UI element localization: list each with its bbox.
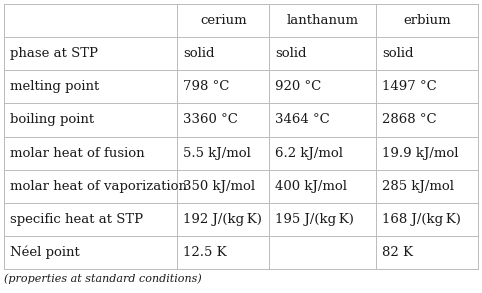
Text: 168 J/(kg K): 168 J/(kg K) (382, 213, 461, 226)
Text: 82 K: 82 K (382, 246, 413, 259)
Text: molar heat of vaporization: molar heat of vaporization (10, 180, 187, 193)
Text: 192 J/(kg K): 192 J/(kg K) (183, 213, 262, 226)
Text: 285 kJ/mol: 285 kJ/mol (382, 180, 454, 193)
Text: 6.2 kJ/mol: 6.2 kJ/mol (275, 146, 344, 160)
Text: boiling point: boiling point (10, 113, 94, 127)
Text: solid: solid (382, 47, 414, 60)
Text: 12.5 K: 12.5 K (183, 246, 227, 259)
Text: 400 kJ/mol: 400 kJ/mol (275, 180, 348, 193)
Text: melting point: melting point (10, 80, 99, 93)
Text: cerium: cerium (200, 14, 246, 27)
Text: Néel point: Néel point (10, 246, 80, 259)
Text: solid: solid (275, 47, 307, 60)
Text: 1497 °C: 1497 °C (382, 80, 437, 93)
Text: solid: solid (183, 47, 214, 60)
Text: specific heat at STP: specific heat at STP (10, 213, 143, 226)
Text: 195 J/(kg K): 195 J/(kg K) (275, 213, 354, 226)
Text: 3360 °C: 3360 °C (183, 113, 238, 127)
Text: 350 kJ/mol: 350 kJ/mol (183, 180, 255, 193)
Text: molar heat of fusion: molar heat of fusion (10, 146, 145, 160)
Text: 920 °C: 920 °C (275, 80, 321, 93)
Text: 798 °C: 798 °C (183, 80, 229, 93)
Text: phase at STP: phase at STP (10, 47, 98, 60)
Text: (properties at standard conditions): (properties at standard conditions) (4, 273, 202, 284)
Text: erbium: erbium (403, 14, 451, 27)
Text: 5.5 kJ/mol: 5.5 kJ/mol (183, 146, 251, 160)
Text: 19.9 kJ/mol: 19.9 kJ/mol (382, 146, 458, 160)
Text: lanthanum: lanthanum (287, 14, 359, 27)
Text: 2868 °C: 2868 °C (382, 113, 437, 127)
Text: 3464 °C: 3464 °C (275, 113, 330, 127)
